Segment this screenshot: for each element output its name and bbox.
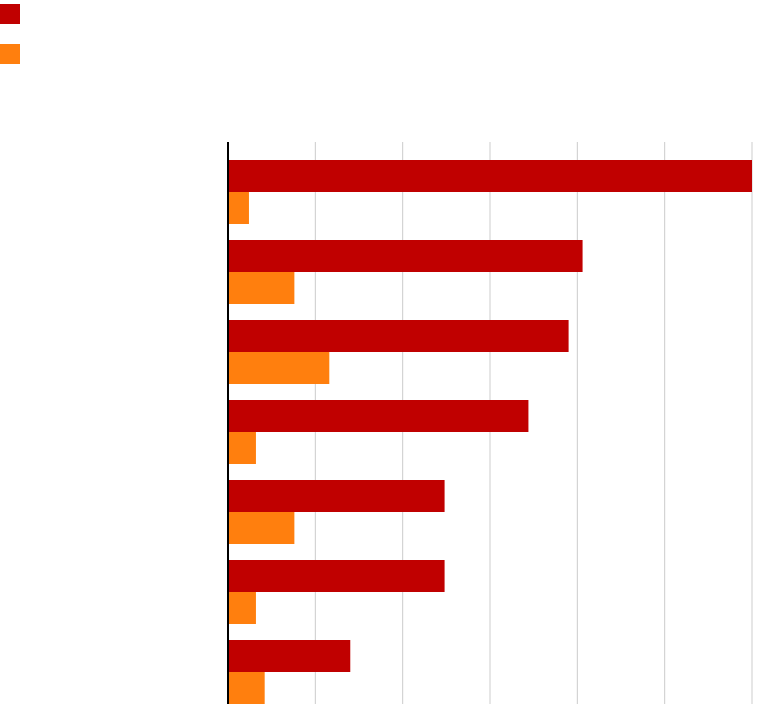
bar-category-1-series-2 xyxy=(228,192,249,224)
chart-legend xyxy=(0,4,26,84)
bar-category-3-series-2 xyxy=(228,352,330,384)
bar-category-4-series-1 xyxy=(228,400,529,432)
bar-category-3-series-1 xyxy=(228,320,569,352)
bar-category-7-series-2 xyxy=(228,672,265,704)
legend-item-series-1 xyxy=(0,4,26,24)
bar-category-6-series-2 xyxy=(228,592,256,624)
bar-category-2-series-2 xyxy=(228,272,295,304)
legend-swatch-series-1 xyxy=(0,4,20,24)
bar-category-1-series-1 xyxy=(228,160,752,192)
bars xyxy=(228,160,752,704)
bar-category-5-series-2 xyxy=(228,512,295,544)
bar-category-4-series-2 xyxy=(228,432,256,464)
legend-swatch-series-2 xyxy=(0,44,20,64)
legend-item-series-2 xyxy=(0,44,26,64)
bar-category-6-series-1 xyxy=(228,560,445,592)
bar-category-5-series-1 xyxy=(228,480,445,512)
bar-category-2-series-1 xyxy=(228,240,583,272)
bar-category-7-series-1 xyxy=(228,640,351,672)
